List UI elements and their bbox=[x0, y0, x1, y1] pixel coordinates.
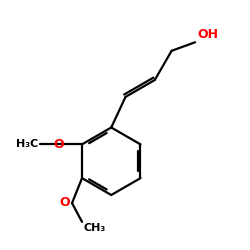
Text: O: O bbox=[53, 138, 64, 151]
Text: H₃C: H₃C bbox=[16, 140, 38, 149]
Text: O: O bbox=[59, 196, 70, 209]
Text: CH₃: CH₃ bbox=[83, 223, 106, 233]
Text: OH: OH bbox=[197, 28, 218, 41]
